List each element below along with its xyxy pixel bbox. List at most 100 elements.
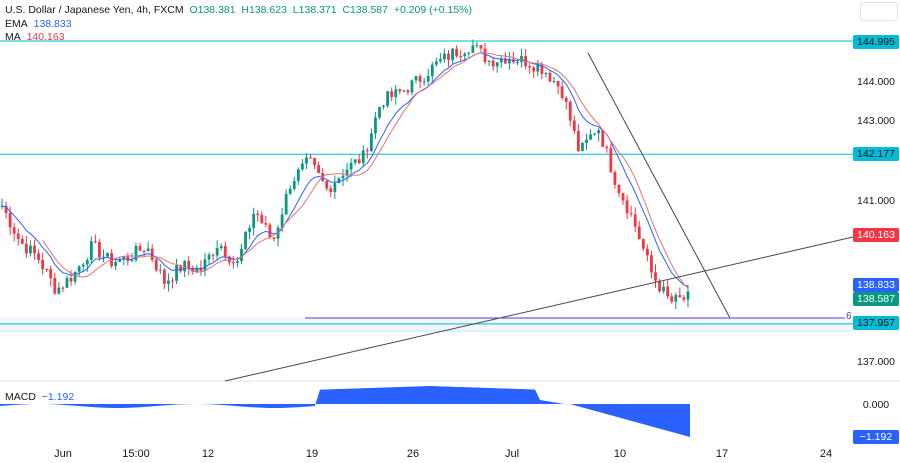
candle-body [130,260,134,262]
candle-body [61,287,65,289]
candle-body [45,268,49,270]
level-tag: 144.995 [853,35,899,49]
candle-body [394,89,398,98]
candle-body [85,259,89,265]
candle-body [231,262,235,264]
open-value: O138.381 [189,4,236,16]
candle-body [516,61,519,63]
candle-body [260,215,264,224]
time-tick: Jul [504,448,520,460]
price-tick: 137.000 [857,356,895,368]
candle-body [589,134,592,140]
candle-body [179,265,183,272]
time-tick: 26 [406,448,420,460]
candle-body [471,45,475,53]
candle-body [532,67,536,72]
symbol-legend: U.S. Dollar / Japanese Yen, 4h, FXCM O13… [5,4,472,16]
candle-body [581,142,584,152]
candle-body [369,133,373,151]
candle-body [443,53,446,60]
candle-body [150,248,154,260]
candle-body [597,130,601,134]
change-value: +0.209 (+0.15%) [393,4,473,16]
drawing-label: 6 [846,311,852,322]
candle-body [203,259,207,271]
candle-body [280,214,284,228]
candle-body [276,227,280,239]
candle-body [41,259,45,269]
low-value: L138.371 [292,4,337,16]
candle-body [382,105,385,107]
candle-body [658,280,661,292]
level-tag: 137.957 [853,316,899,330]
time-tick: 24 [819,448,833,460]
candle-body [650,255,653,273]
candle-body [361,150,365,164]
symbol-title: U.S. Dollar / Japanese Yen, 4h, FXCM [5,4,184,16]
candle-body [93,241,97,243]
candle-body [268,224,272,238]
candle-body [674,295,678,302]
last-price-tag: 138.587 [853,292,899,306]
candle-body [309,157,312,159]
candle-body [670,296,674,302]
candle-body [544,72,548,74]
candle-body [329,188,333,192]
ma-legend[interactable]: MA 140.163 [5,31,65,43]
candle-body [154,259,158,271]
candle-body [12,227,16,234]
ema-legend[interactable]: EMA 138.833 [5,18,72,30]
candle-body [98,241,101,258]
candle-body [227,256,231,263]
candle-body [333,183,337,192]
candle-body [77,266,81,272]
price-tick: 144.000 [857,76,895,88]
candle-body [223,245,227,257]
candle-body [467,52,471,54]
candle-body [564,97,568,102]
candle-body [641,239,645,249]
candle-body [434,61,438,65]
candle-body [601,130,605,147]
candle-body [654,272,657,281]
ema-price-tag: 138.833 [853,278,899,292]
candle-body [138,245,142,251]
candle-body [171,280,174,282]
candle-body [491,60,495,67]
level-tag: 142.177 [853,147,899,161]
candle-body [236,261,239,263]
candle-body [16,233,20,239]
candle-body [426,76,430,82]
candle-body [256,213,260,216]
candle-body [374,117,377,134]
price-tick: 143.000 [857,115,895,127]
time-tick: 12 [201,448,215,460]
candle-body [69,278,73,282]
macd-value: −1.192 [41,391,75,403]
candle-body [296,169,300,181]
candle-body [386,91,390,106]
settings-button[interactable] [860,2,898,21]
candle-body [682,297,686,300]
candle-body [142,250,146,252]
candle-body [447,53,450,60]
candle-body [146,248,150,252]
candle-body [317,165,321,174]
macd-histogram [0,386,690,437]
candle-body [24,243,28,254]
macd-legend[interactable]: MACD −1.192 [5,391,74,403]
candle-body [451,48,454,60]
candle-body [118,259,122,262]
candle-body [528,66,532,68]
candle-body [540,64,544,74]
candle-body [625,200,629,214]
candle-body [162,269,166,284]
candle-body [114,261,118,266]
candle-body [487,60,491,62]
candle-body [73,271,77,282]
candle-body [292,180,296,189]
candle-body [479,45,483,49]
candle-body [53,278,57,294]
candle-body [459,56,463,58]
